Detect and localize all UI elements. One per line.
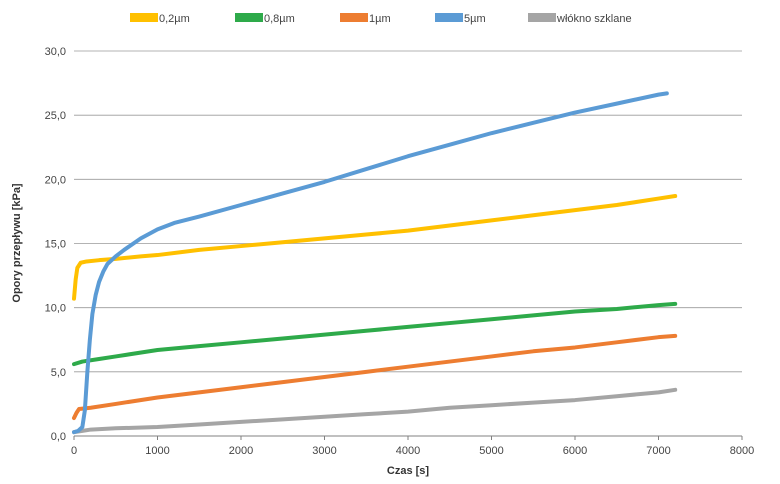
tick-labels: 0,0 5,0 10,0 15,0 20,0 25,0 30,0 0 1000 2000 3000 4… [45,46,755,457]
y-tick-label: 5,0 [51,367,66,379]
series-line-1 [72,301,678,367]
series-line-4 [72,387,678,435]
legend-label: 0,2µm [159,13,190,25]
legend-swatch [528,13,556,22]
axes [73,435,743,440]
y-tick-label: 30,0 [45,46,66,58]
legend-label: 1µm [369,13,391,25]
x-tick-label: 4000 [396,445,420,457]
x-axis-title: Czas [s] [387,465,430,477]
legend-swatch [130,13,158,22]
x-tick-label: 8000 [730,445,754,457]
y-tick-label: 15,0 [45,239,66,251]
series-line-0 [72,194,678,301]
series-line-3 [72,91,669,435]
x-tick-label: 3000 [312,445,336,457]
x-tick-label: 0 [71,445,77,457]
legend-swatch [435,13,463,22]
gridlines [74,50,742,373]
legend-label: 0,8µm [264,13,295,25]
x-tick-label: 7000 [646,445,670,457]
series-line-2 [72,333,678,421]
y-tick-label: 20,0 [45,174,66,186]
legend: 0,2µm 0,8µm 1µm 5µm włókno szklane [130,13,632,25]
legend-label: 5µm [464,13,486,25]
y-tick-label: 0,0 [51,431,66,443]
y-axis-title: Opory przepływu [kPa] [11,183,23,303]
series-lines [72,91,678,435]
y-tick-label: 25,0 [45,110,66,122]
x-tick-label: 1000 [145,445,169,457]
x-tick-label: 6000 [563,445,587,457]
legend-swatch [235,13,263,22]
y-tick-label: 10,0 [45,303,66,315]
legend-swatch [340,13,368,22]
x-tick-label: 5000 [479,445,503,457]
x-tick-label: 2000 [229,445,253,457]
legend-label: włókno szklane [556,13,632,25]
